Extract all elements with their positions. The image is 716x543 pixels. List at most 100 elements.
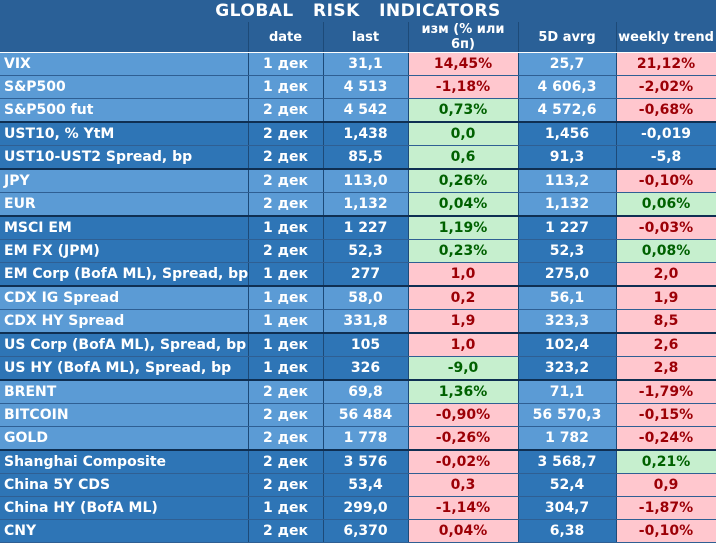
indicator-name: US HY (BofA ML), Spread, bp (0, 356, 249, 381)
indicator-weekly-trend: -0,68% (616, 98, 716, 123)
indicator-5d-avg: 3 568,7 (518, 449, 617, 474)
indicator-weekly-trend: 0,21% (616, 449, 716, 474)
indicator-change: -0,02% (408, 449, 519, 474)
indicator-weekly-trend: -1,79% (616, 379, 716, 404)
indicator-name: GOLD (0, 426, 249, 451)
indicator-weekly-trend: -0,10% (616, 519, 716, 543)
indicator-name: S&P500 fut (0, 98, 249, 123)
table-row: UST10, % YtM 2 дек 1,438 0,0 1,456 -0,019 (0, 121, 716, 146)
indicator-weekly-trend: -0,019 (616, 121, 716, 146)
indicator-weekly-trend: -2,02% (616, 75, 716, 99)
indicator-date: 2 дек (248, 121, 324, 146)
indicator-name: VIX (0, 52, 249, 76)
indicator-weekly-trend: -5,8 (616, 145, 716, 170)
table-row: EUR 2 дек 1,132 0,04% 1,132 0,06% (0, 192, 716, 217)
indicator-last: 299,0 (323, 496, 409, 520)
table-row: US Corp (BofA ML), Spread, bp 1 дек 105 1,0… (0, 332, 716, 357)
indicator-change: 0,2 (408, 285, 519, 310)
indicator-name: CDX HY Spread (0, 309, 249, 334)
table-row: S&P500 1 дек 4 513 -1,18% 4 606,3 -2,02% (0, 75, 716, 99)
table-row: CDX IG Spread 1 дек 58,0 0,2 56,1 1,9 (0, 285, 716, 310)
indicator-last: 4 542 (323, 98, 409, 123)
indicator-name: BRENT (0, 379, 249, 404)
indicator-name: EUR (0, 192, 249, 217)
indicator-change: 1,0 (408, 332, 519, 357)
indicator-change: -0,90% (408, 403, 519, 427)
indicator-change: -1,18% (408, 75, 519, 99)
indicator-name: EM FX (JPM) (0, 239, 249, 263)
indicator-date: 2 дек (248, 519, 324, 543)
indicator-weekly-trend: 0,08% (616, 239, 716, 263)
indicator-date: 1 дек (248, 262, 324, 287)
indicator-change: 1,9 (408, 309, 519, 334)
indicator-weekly-trend: -0,24% (616, 426, 716, 451)
sheet-title: GLOBAL RISK INDICATORS (0, 0, 716, 23)
indicator-5d-avg: 71,1 (518, 379, 617, 404)
indicator-last: 52,3 (323, 239, 409, 263)
indicator-date: 2 дек (248, 239, 324, 263)
indicator-weekly-trend: 0,06% (616, 192, 716, 217)
indicator-weekly-trend: -0,10% (616, 168, 716, 193)
indicator-5d-avg: 52,3 (518, 239, 617, 263)
table-row: EM Corp (BofA ML), Spread, bp 1 дек 277 1,0… (0, 262, 716, 287)
indicator-date: 1 дек (248, 356, 324, 381)
table-row: China HY (BofA ML) 1 дек 299,0 -1,14% 304,7-… (0, 496, 716, 520)
indicator-name: China HY (BofA ML) (0, 496, 249, 520)
indicator-last: 58,0 (323, 285, 409, 310)
indicator-weekly-trend: -1,87% (616, 496, 716, 520)
indicator-5d-avg: 91,3 (518, 145, 617, 170)
table-row: EM FX (JPM) 2 дек 52,3 0,23% 52,3 0,08% (0, 239, 716, 263)
table-row: BRENT 2 дек 69,8 1,36% 71,1 -1,79% (0, 379, 716, 404)
indicator-5d-avg: 1,456 (518, 121, 617, 146)
indicator-weekly-trend: -0,15% (616, 403, 716, 427)
indicator-change: 1,36% (408, 379, 519, 404)
indicator-name: US Corp (BofA ML), Spread, bp (0, 332, 249, 357)
indicator-last: 113,0 (323, 168, 409, 193)
table-row: S&P500 fut 2 дек 4 542 0,73% 4 572,6 -0,68% (0, 98, 716, 123)
indicator-date: 1 дек (248, 75, 324, 99)
table-row: UST10-UST2 Spread, bp 2 дек 85,5 0,6 91,3 -5,… (0, 145, 716, 170)
indicator-last: 4 513 (323, 75, 409, 99)
indicator-weekly-trend: 2,8 (616, 356, 716, 381)
indicator-5d-avg: 304,7 (518, 496, 617, 520)
indicator-change: 0,23% (408, 239, 519, 263)
indicator-5d-avg: 323,3 (518, 309, 617, 334)
indicator-date: 2 дек (248, 473, 324, 497)
indicator-name: UST10-UST2 Spread, bp (0, 145, 249, 170)
table-row: US HY (BofA ML), Spread, bp 1 дек 326 -9,0 3… (0, 356, 716, 381)
header-name (0, 22, 249, 53)
indicator-5d-avg: 6,38 (518, 519, 617, 543)
indicator-last: 277 (323, 262, 409, 287)
indicator-last: 3 576 (323, 449, 409, 474)
indicator-change: -0,26% (408, 426, 519, 451)
indicator-date: 1 дек (248, 332, 324, 357)
indicator-change: 14,45% (408, 52, 519, 76)
indicator-change: 1,0 (408, 262, 519, 287)
indicator-change: 1,19% (408, 215, 519, 240)
indicator-weekly-trend: 0,9 (616, 473, 716, 497)
table-row: China 5Y CDS 2 дек 53,4 0,3 52,4 0,9 (0, 473, 716, 497)
indicator-5d-avg: 275,0 (518, 262, 617, 287)
indicator-5d-avg: 4 606,3 (518, 75, 617, 99)
indicator-date: 2 дек (248, 426, 324, 451)
table-row: CDX HY Spread 1 дек 331,8 1,9 323,3 8,5 (0, 309, 716, 334)
table-row: BITCOIN 2 дек 56 484 -0,90% 56 570,3 -0,15% (0, 403, 716, 427)
indicator-weekly-trend: -0,03% (616, 215, 716, 240)
indicators-table: date last изм (% или 6п) 5D avrg weekly … (0, 22, 716, 543)
indicator-name: S&P500 (0, 75, 249, 99)
indicator-change: 0,6 (408, 145, 519, 170)
indicator-5d-avg: 1 227 (518, 215, 617, 240)
indicator-5d-avg: 25,7 (518, 52, 617, 76)
indicator-5d-avg: 4 572,6 (518, 98, 617, 123)
indicator-change: -1,14% (408, 496, 519, 520)
indicator-last: 1 778 (323, 426, 409, 451)
indicator-last: 69,8 (323, 379, 409, 404)
indicator-last: 1,132 (323, 192, 409, 217)
indicator-date: 1 дек (248, 496, 324, 520)
indicator-5d-avg: 1 782 (518, 426, 617, 451)
indicator-name: BITCOIN (0, 403, 249, 427)
header-row: date last изм (% или 6п) 5D avrg weekly … (0, 22, 716, 53)
indicator-last: 1,438 (323, 121, 409, 146)
indicator-name: CNY (0, 519, 249, 543)
indicator-weekly-trend: 1,9 (616, 285, 716, 310)
